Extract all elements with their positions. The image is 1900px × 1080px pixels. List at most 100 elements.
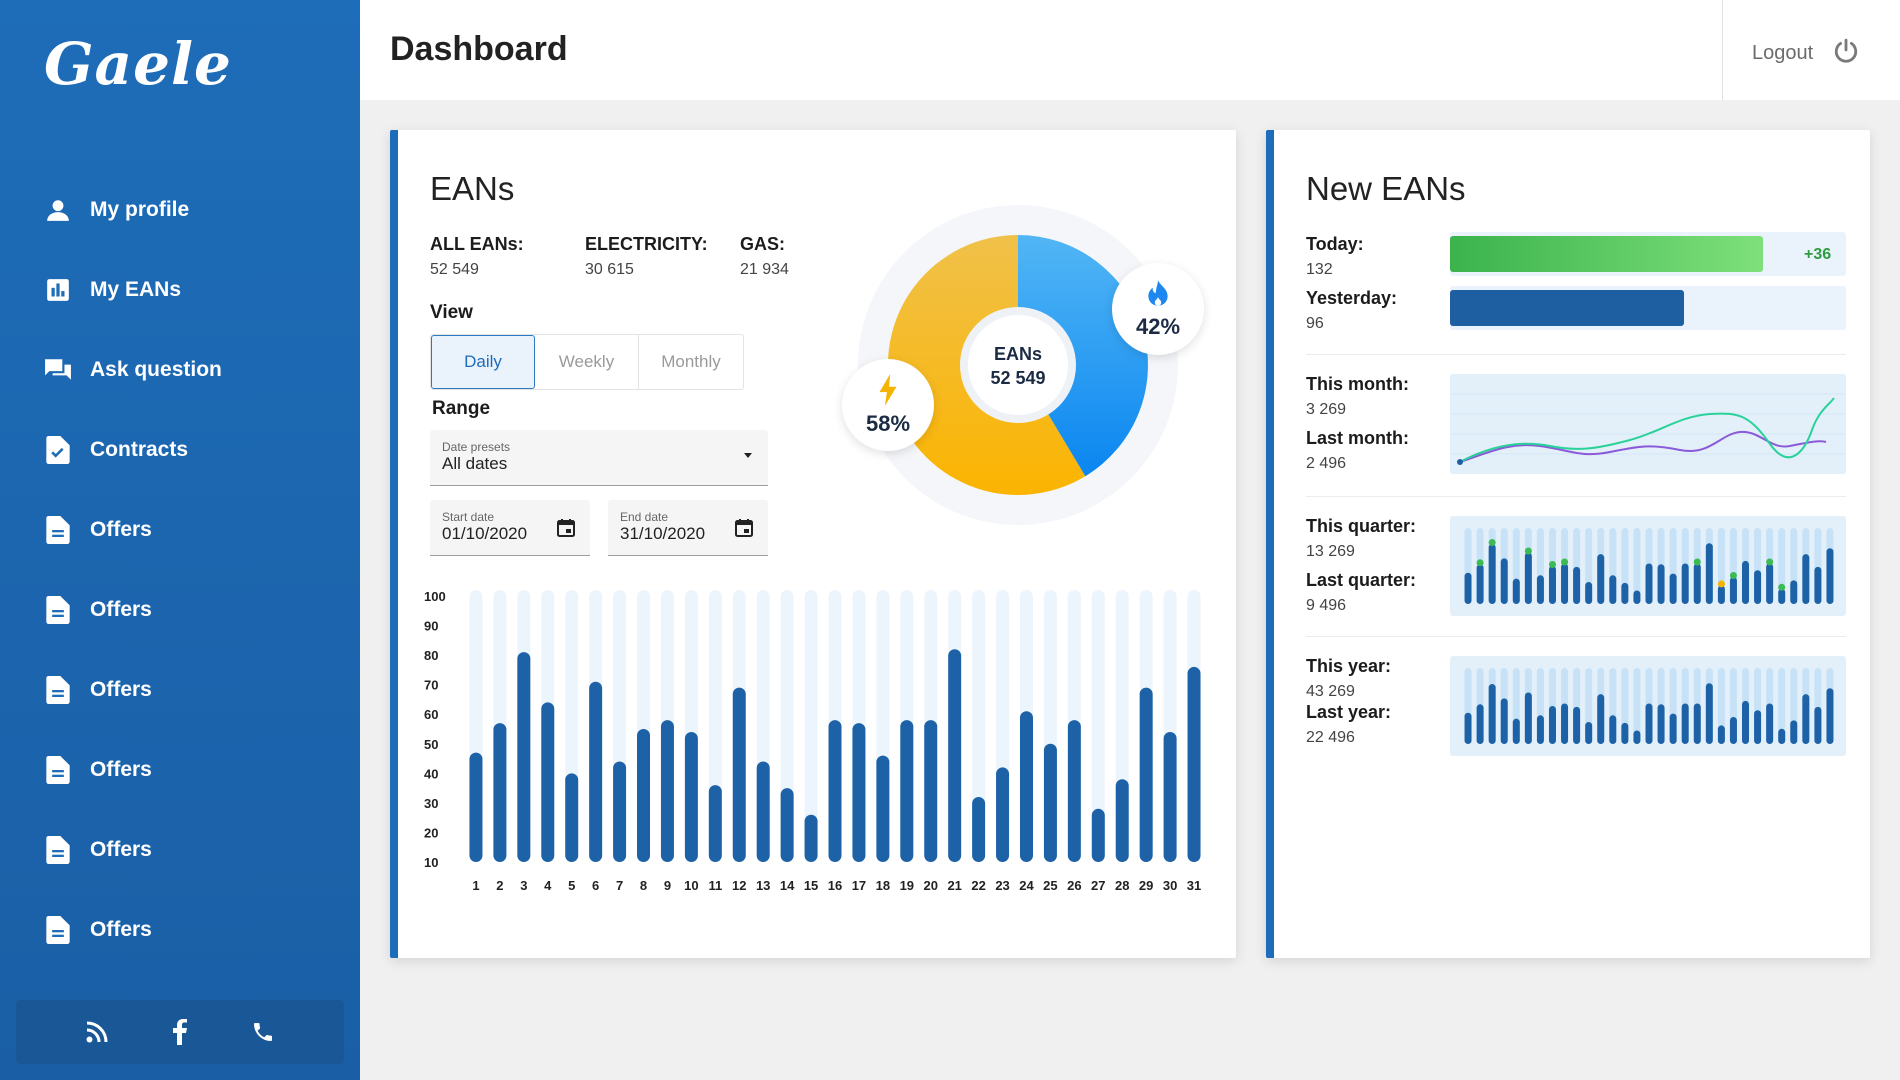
bar-day-3[interactable] (517, 652, 531, 862)
bar-day-15[interactable] (804, 814, 818, 862)
sidebar-item-offers[interactable]: Offers (0, 650, 360, 730)
sidebar-item-offers[interactable]: Offers (0, 730, 360, 810)
bar-day-11[interactable] (708, 785, 722, 862)
stat-value: 52 549 (430, 261, 479, 278)
bar-day-22[interactable] (972, 796, 986, 862)
bar-day-13[interactable] (756, 761, 770, 862)
bar-day-25[interactable] (1043, 743, 1057, 862)
mini-bar (1573, 706, 1581, 744)
mini-bar (1621, 722, 1629, 744)
sidebar-item-offers[interactable]: Offers (0, 570, 360, 650)
divider (1306, 496, 1846, 497)
mini-bar (1597, 694, 1605, 744)
app-logo[interactable]: Gaele (44, 30, 232, 98)
bar-day-17[interactable] (852, 723, 866, 862)
x-tick-label: 6 (592, 878, 599, 893)
range-label: Range (432, 398, 491, 419)
view-monthly-button[interactable]: Monthly (661, 352, 721, 371)
bar-day-16[interactable] (828, 720, 842, 862)
bar-day-23[interactable] (996, 767, 1010, 862)
bar-day-28[interactable] (1115, 779, 1129, 862)
sidebar-item-label: Offers (90, 518, 152, 541)
x-tick-label: 27 (1091, 878, 1105, 893)
bar-day-14[interactable] (780, 788, 794, 862)
sidebar-item-offers[interactable]: Offers (0, 810, 360, 890)
mini-bar (1512, 578, 1520, 604)
sidebar-item-my-profile[interactable]: My profile (0, 170, 360, 250)
bar-day-4[interactable] (541, 702, 555, 862)
bar-day-31[interactable] (1187, 666, 1201, 862)
bar-day-20[interactable] (924, 720, 938, 862)
calendar-icon[interactable] (734, 518, 754, 543)
eans-donut-chart: EANs 52 549 42% 58% (842, 195, 1204, 535)
this-month-label: This month: (1306, 374, 1409, 394)
sidebar-item-ask-question[interactable]: Ask question (0, 330, 360, 410)
mini-bar (1693, 703, 1701, 744)
sidebar-item-label: My EANs (90, 278, 182, 301)
today-bar-track (1450, 232, 1846, 276)
document-icon (44, 516, 72, 544)
bar-day-1[interactable] (469, 752, 483, 862)
bar-day-9[interactable] (660, 720, 674, 862)
sidebar-item-offers[interactable]: Offers (0, 890, 360, 970)
bar-day-26[interactable] (1067, 720, 1081, 862)
stat-gas: GAS: 21 934 (740, 234, 789, 279)
x-tick-label: 18 (876, 878, 890, 893)
sidebar-item-contracts[interactable]: Contracts (0, 410, 360, 490)
phone-icon[interactable] (245, 1014, 281, 1050)
y-tick-label: 20 (424, 825, 438, 840)
mini-bar (1548, 706, 1556, 744)
end-date-field[interactable]: End date 31/10/2020 (608, 500, 768, 556)
view-weekly-button[interactable]: Weekly (535, 335, 639, 389)
bar-day-30[interactable] (1163, 731, 1177, 862)
bar-day-24[interactable] (1019, 711, 1033, 862)
flame-icon (1145, 279, 1171, 314)
bar-day-5[interactable] (565, 773, 579, 862)
facebook-icon[interactable] (162, 1014, 198, 1050)
mini-bar (1645, 563, 1653, 604)
bar-day-19[interactable] (900, 720, 914, 862)
x-tick-label: 16 (828, 878, 842, 893)
mini-bar (1464, 572, 1472, 604)
mini-bar (1597, 554, 1605, 604)
divider (1306, 354, 1846, 355)
bar-day-6[interactable] (589, 681, 603, 862)
calendar-icon[interactable] (556, 518, 576, 543)
bar-day-18[interactable] (876, 755, 890, 862)
sidebar-item-my-eans[interactable]: My EANs (0, 250, 360, 330)
view-daily-button[interactable]: Daily (431, 335, 535, 389)
mini-bar-track (1633, 528, 1641, 604)
mini-bar (1729, 576, 1737, 604)
mini-bar (1476, 704, 1484, 744)
mini-bar (1754, 710, 1762, 744)
y-tick-label: 30 (424, 796, 438, 811)
date-presets-select[interactable]: Date presets All dates (430, 430, 768, 486)
logout-button[interactable]: Logout (1752, 38, 1859, 69)
mini-bar (1729, 716, 1737, 744)
stat-all-eans: ALL EANs: 52 549 (430, 234, 524, 279)
y-tick-label: 90 (424, 619, 438, 634)
mini-bar (1561, 563, 1569, 604)
mini-bar (1742, 560, 1750, 604)
y-tick-label: 10 (424, 855, 438, 870)
bar-day-7[interactable] (613, 761, 627, 862)
sidebar-item-offers[interactable]: Offers (0, 490, 360, 570)
bar-day-10[interactable] (684, 731, 698, 862)
donut-svg: EANs 52 549 (858, 205, 1178, 525)
yesterday-bar-track (1450, 286, 1846, 330)
top-header: Dashboard Logout (360, 0, 1900, 100)
bar-day-21[interactable] (948, 649, 962, 862)
rss-icon[interactable] (79, 1014, 115, 1050)
bar-day-27[interactable] (1091, 808, 1105, 862)
mini-bar (1609, 715, 1617, 744)
x-tick-label: 13 (756, 878, 770, 893)
bar-day-8[interactable] (637, 729, 651, 862)
bar-day-29[interactable] (1139, 687, 1153, 862)
bar-day-12[interactable] (732, 687, 746, 862)
electricity-badge: 58% (842, 359, 934, 451)
stat-label: GAS: (740, 234, 785, 254)
bar-day-2[interactable] (493, 723, 507, 862)
mini-bar (1717, 585, 1725, 604)
quarterly-mini-bars-svg (1464, 528, 1834, 604)
start-date-field[interactable]: Start date 01/10/2020 (430, 500, 590, 556)
